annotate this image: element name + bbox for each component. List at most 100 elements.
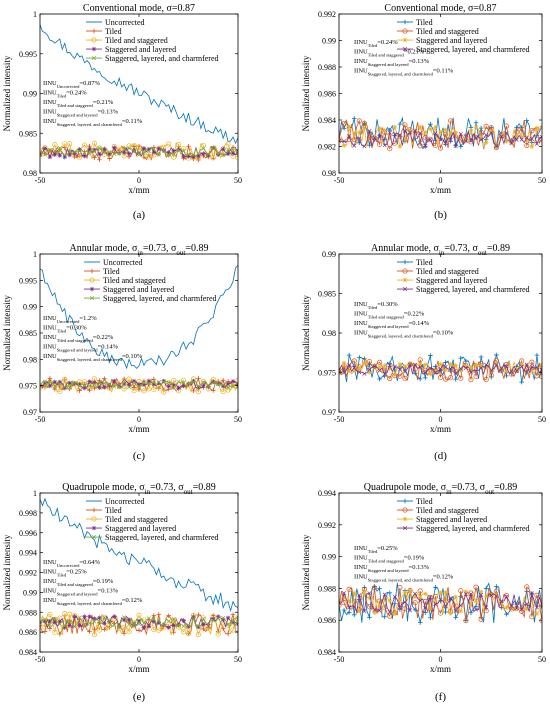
- data-point: [82, 153, 87, 159]
- iinu-value: =0.13%: [409, 564, 430, 571]
- legend-label: Tiled and staggered: [105, 515, 168, 524]
- data-point: [67, 619, 72, 625]
- data-point: [82, 385, 87, 391]
- data-point: [468, 603, 474, 608]
- data-point: [216, 382, 221, 387]
- legend-label: Tiled and staggered: [416, 267, 479, 276]
- data-point: [443, 589, 448, 595]
- data-point: [377, 368, 382, 373]
- data-point: [221, 615, 226, 620]
- data-point: [146, 386, 152, 392]
- data-point: [57, 619, 63, 624]
- data-point: [156, 379, 161, 385]
- data-point: [539, 367, 542, 372]
- data-point: [141, 621, 146, 626]
- iinu-subscript: Staggered, layered, and charmfered: [368, 71, 434, 77]
- data-point: [230, 627, 236, 633]
- data-point: [453, 615, 459, 620]
- data-point: [220, 389, 226, 395]
- data-point: [357, 593, 362, 598]
- iinu-annotation: IINUStaggered and layered=0.13%: [43, 109, 119, 118]
- data-point: [407, 361, 413, 366]
- iinu-subscript: Staggered and layered: [368, 324, 410, 329]
- data-point: [382, 363, 387, 368]
- data-point: [514, 129, 520, 135]
- data-point: [67, 385, 72, 390]
- legend-marker: [91, 535, 97, 540]
- data-point: [171, 616, 176, 622]
- data-point: [146, 624, 152, 629]
- data-point: [342, 139, 347, 144]
- data-point: [514, 606, 519, 611]
- panel-caption: (a): [133, 209, 146, 221]
- iinu-value: =0.22%: [404, 311, 425, 318]
- data-point: [146, 154, 152, 160]
- data-point: [443, 360, 448, 365]
- iinu-main: IINU: [43, 353, 57, 360]
- data-point: [448, 137, 453, 143]
- data-point: [428, 366, 433, 371]
- data-point: [40, 153, 43, 159]
- y-tick-label: 0.995: [19, 276, 37, 285]
- iinu-value: =0.14%: [98, 344, 119, 351]
- data-point: [463, 363, 469, 369]
- data-point: [428, 371, 433, 377]
- data-point: [463, 589, 469, 595]
- data-point: [126, 376, 132, 382]
- data-point: [339, 137, 342, 143]
- data-point: [417, 588, 423, 594]
- data-point: [514, 369, 519, 374]
- title-part: out: [184, 488, 193, 496]
- data-point: [473, 135, 479, 140]
- data-point: [494, 584, 499, 589]
- data-point: [215, 381, 221, 387]
- data-point: [141, 151, 146, 156]
- data-point: [534, 125, 540, 131]
- data-point: [171, 154, 177, 160]
- data-point: [397, 144, 403, 149]
- iinu-subscript: Staggered, layered, and charmfered: [57, 122, 123, 128]
- iinu-subscript: Staggered and layered: [57, 112, 99, 117]
- data-point: [428, 353, 433, 358]
- data-point: [156, 146, 162, 151]
- series-d-3: [339, 362, 542, 377]
- data-point: [489, 368, 494, 373]
- data-point: [494, 144, 499, 150]
- data-point: [428, 606, 433, 611]
- chart-title: Annular mode, σin=0.73, σout=0.89: [70, 243, 209, 257]
- iinu-main: IINU: [43, 325, 57, 332]
- data-point: [127, 385, 132, 390]
- data-point: [117, 624, 122, 629]
- data-point: [77, 388, 82, 393]
- x-tick-label: -50: [35, 415, 46, 424]
- x-axis-label: x/mm: [128, 424, 149, 434]
- data-point: [418, 131, 423, 136]
- data-point: [156, 381, 162, 386]
- data-point: [413, 362, 418, 367]
- data-point: [52, 629, 58, 636]
- chart-panel-e: -50 0 50 0.984 0.986 0.988 0.99 0.992 0.994 0.996…: [2, 482, 242, 703]
- data-point: [407, 129, 413, 134]
- legend-label: Staggered and layered: [416, 36, 487, 45]
- data-point: [181, 629, 187, 635]
- y-tick-label: 0.982: [318, 143, 336, 152]
- data-point: [397, 133, 402, 138]
- data-point: [504, 611, 509, 617]
- data-point: [87, 146, 92, 152]
- iinu-value: =0.19%: [93, 578, 114, 585]
- legend-label: Uncorrected: [105, 18, 145, 27]
- iinu-value: =0.64%: [79, 559, 100, 566]
- data-point: [91, 632, 98, 638]
- data-point: [47, 148, 52, 153]
- iinu-annotation: IINUStaggered, layered, and charmfered=0…: [354, 68, 454, 78]
- data-point: [382, 128, 387, 133]
- data-point: [57, 381, 62, 386]
- data-point: [67, 380, 72, 386]
- data-point: [210, 388, 216, 393]
- data-point: [126, 629, 132, 635]
- data-point: [387, 375, 393, 382]
- data-point: [499, 134, 504, 139]
- data-point: [402, 369, 408, 374]
- data-point: [136, 387, 142, 393]
